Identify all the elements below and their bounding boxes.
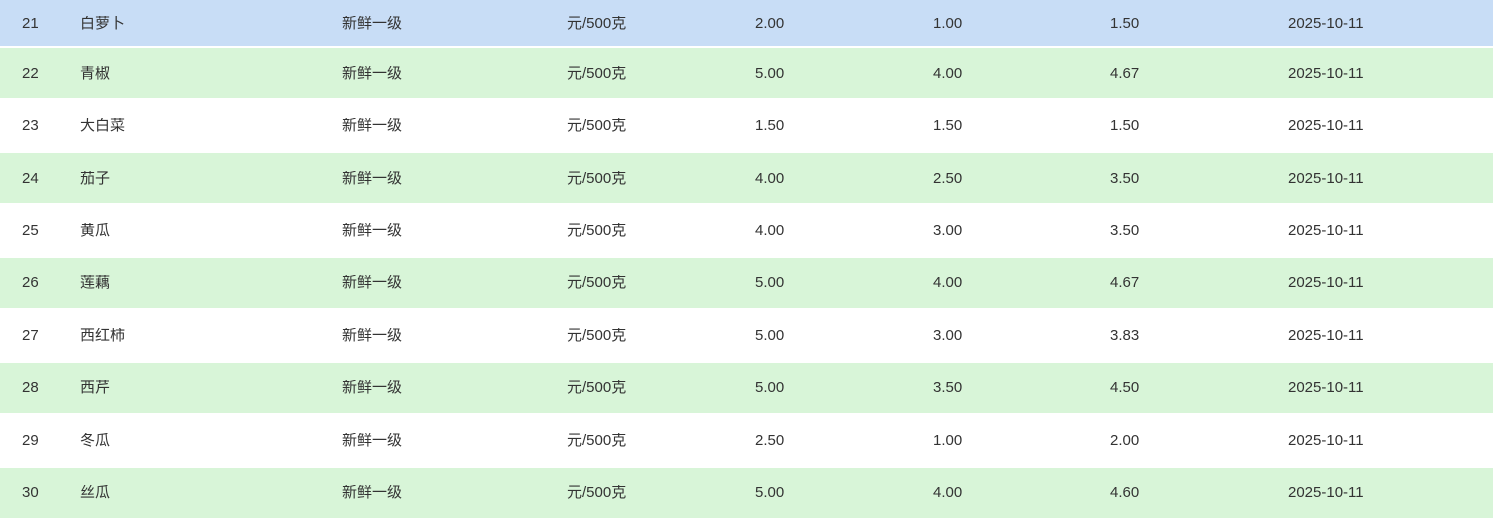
table-row[interactable]: 26 莲藕 新鲜一级 元/500克 5.00 4.00 4.67 2025-10-11 (0, 257, 1493, 311)
table-row[interactable]: 28 西芹 新鲜一级 元/500克 5.00 3.50 4.50 2025-10-11 (0, 362, 1493, 416)
cell-grade: 新鲜一级 (342, 15, 403, 31)
cell-seq: 22 (22, 65, 39, 81)
cell-price-low: 3.50 (933, 380, 963, 396)
cell-price-high: 2.00 (755, 15, 785, 31)
cell-unit: 元/500克 (567, 485, 627, 501)
cell-date: 2025-10-11 (1288, 327, 1364, 343)
cell-price-high: 4.00 (755, 170, 785, 186)
cell-price-high: 5.00 (755, 485, 785, 501)
cell-product-name: 青椒 (80, 65, 111, 81)
cell-price-high: 1.50 (755, 118, 785, 134)
cell-price-low: 4.00 (933, 65, 963, 81)
cell-seq: 24 (22, 170, 39, 186)
cell-price-avg: 2.00 (1110, 432, 1140, 448)
cell-grade: 新鲜一级 (342, 275, 403, 291)
cell-grade: 新鲜一级 (342, 118, 403, 134)
cell-unit: 元/500克 (567, 327, 627, 343)
cell-seq: 28 (22, 380, 39, 396)
cell-date: 2025-10-11 (1288, 65, 1364, 81)
cell-grade: 新鲜一级 (342, 432, 403, 448)
cell-date: 2025-10-11 (1288, 275, 1364, 291)
cell-price-high: 5.00 (755, 275, 785, 291)
cell-unit: 元/500克 (567, 118, 627, 134)
cell-product-name: 黄瓜 (80, 223, 111, 239)
cell-unit: 元/500克 (567, 223, 627, 239)
table-row[interactable]: 25 黄瓜 新鲜一级 元/500克 4.00 3.00 3.50 2025-10-11 (0, 205, 1493, 258)
cell-grade: 新鲜一级 (342, 327, 403, 343)
cell-price-avg: 3.50 (1110, 223, 1140, 239)
cell-product-name: 茄子 (80, 170, 111, 186)
cell-price-avg: 4.60 (1110, 485, 1140, 501)
cell-product-name: 白萝卜 (80, 15, 126, 31)
cell-grade: 新鲜一级 (342, 65, 403, 81)
cell-product-name: 丝瓜 (80, 485, 111, 501)
cell-unit: 元/500克 (567, 275, 627, 291)
cell-grade: 新鲜一级 (342, 223, 403, 239)
cell-price-low: 1.00 (933, 15, 963, 31)
cell-unit: 元/500克 (567, 15, 627, 31)
cell-price-avg: 1.50 (1110, 15, 1140, 31)
cell-seq: 25 (22, 223, 39, 239)
cell-price-avg: 4.50 (1110, 380, 1140, 396)
cell-price-high: 4.00 (755, 223, 785, 239)
cell-date: 2025-10-11 (1288, 380, 1364, 396)
cell-seq: 27 (22, 327, 39, 343)
cell-price-low: 3.00 (933, 223, 963, 239)
cell-price-high: 5.00 (755, 380, 785, 396)
cell-price-high: 2.50 (755, 432, 785, 448)
table-row[interactable]: 23 大白菜 新鲜一级 元/500克 1.50 1.50 1.50 2025-10-11 (0, 100, 1493, 153)
cell-price-avg: 1.50 (1110, 118, 1140, 134)
cell-seq: 26 (22, 275, 39, 291)
cell-date: 2025-10-11 (1288, 432, 1364, 448)
cell-price-low: 4.00 (933, 485, 963, 501)
table-row[interactable]: 30 丝瓜 新鲜一级 元/500克 5.00 4.00 4.60 2025-10-11 (0, 467, 1493, 520)
cell-unit: 元/500克 (567, 380, 627, 396)
table-row[interactable]: 27 西红柿 新鲜一级 元/500克 5.00 3.00 3.83 2025-10-11 (0, 310, 1493, 363)
cell-product-name: 大白菜 (80, 118, 126, 134)
cell-price-high: 5.00 (755, 65, 785, 81)
cell-date: 2025-10-11 (1288, 223, 1364, 239)
table-row[interactable]: 24 茄子 新鲜一级 元/500克 4.00 2.50 3.50 2025-10-11 (0, 152, 1493, 206)
cell-unit: 元/500克 (567, 65, 627, 81)
table-row[interactable]: 22 青椒 新鲜一级 元/500克 5.00 4.00 4.67 2025-10-11 (0, 48, 1493, 101)
cell-product-name: 西芹 (80, 380, 111, 396)
cell-seq: 23 (22, 118, 39, 134)
cell-seq: 30 (22, 485, 39, 501)
cell-date: 2025-10-11 (1288, 15, 1364, 31)
cell-date: 2025-10-11 (1288, 170, 1364, 186)
cell-product-name: 莲藕 (80, 275, 111, 291)
cell-price-avg: 3.50 (1110, 170, 1140, 186)
cell-date: 2025-10-11 (1288, 118, 1364, 134)
cell-product-name: 冬瓜 (80, 432, 111, 448)
cell-seq: 21 (22, 15, 39, 31)
cell-unit: 元/500克 (567, 170, 627, 186)
cell-price-avg: 4.67 (1110, 65, 1140, 81)
cell-price-avg: 4.67 (1110, 275, 1140, 291)
cell-price-low: 1.50 (933, 118, 963, 134)
cell-price-low: 4.00 (933, 275, 963, 291)
cell-product-name: 西红柿 (80, 327, 126, 343)
cell-date: 2025-10-11 (1288, 485, 1364, 501)
cell-price-low: 1.00 (933, 432, 963, 448)
cell-price-low: 2.50 (933, 170, 963, 186)
cell-price-high: 5.00 (755, 327, 785, 343)
cell-price-avg: 3.83 (1110, 327, 1140, 343)
cell-grade: 新鲜一级 (342, 380, 403, 396)
cell-grade: 新鲜一级 (342, 170, 403, 186)
cell-grade: 新鲜一级 (342, 485, 403, 501)
cell-price-low: 3.00 (933, 327, 963, 343)
cell-seq: 29 (22, 432, 39, 448)
table-row[interactable]: 21 白萝卜 新鲜一级 元/500克 2.00 1.00 1.50 2025-10-11 (0, 0, 1493, 48)
cell-unit: 元/500克 (567, 432, 627, 448)
table-row[interactable]: 29 冬瓜 新鲜一级 元/500克 2.50 1.00 2.00 2025-10-11 (0, 415, 1493, 468)
